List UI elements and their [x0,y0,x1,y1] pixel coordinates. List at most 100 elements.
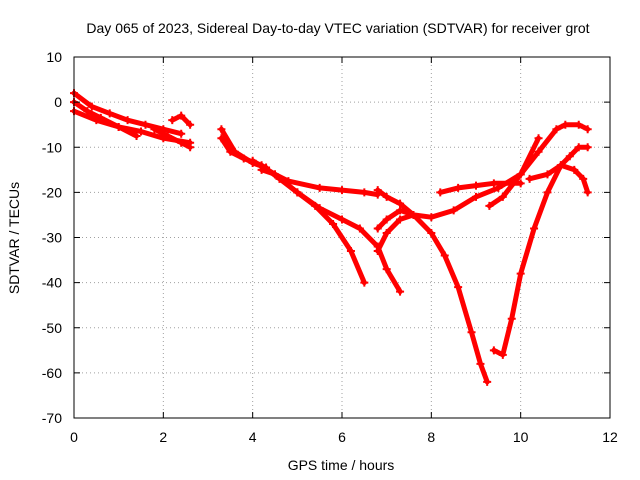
x-tick-label: 8 [427,429,435,445]
data-point [574,120,583,129]
data-point [315,183,324,192]
data-point [485,201,494,210]
data-point [440,251,449,260]
data-point [579,174,588,183]
data-point [516,269,525,278]
data-point [105,109,114,118]
data-point [543,170,552,179]
data-point [467,328,476,337]
data-point [409,210,418,219]
series-line [151,126,193,150]
data-point [382,265,391,274]
data-point [570,165,579,174]
series-arc-2 [70,89,186,138]
data-point [530,224,539,233]
data-point [382,192,391,201]
y-tick-label: 10 [46,49,62,65]
data-point [230,147,239,156]
series-line [527,162,591,195]
series-line [375,212,416,254]
data-point [382,215,391,224]
y-axis-label: SDTVAR / TECUs [6,182,22,294]
y-tick-label: -70 [42,410,62,426]
y-tick-label: -20 [42,184,62,200]
series-arc-5 [168,111,195,129]
data-point [373,224,382,233]
data-point [427,228,436,237]
data-point [114,122,123,131]
x-tick-label: 0 [70,429,78,445]
data-point [284,177,293,186]
data-point [382,228,391,237]
data-point [396,206,405,215]
y-tick-label: 0 [54,94,62,110]
series-arc-9 [257,165,382,199]
series-arc-14 [485,120,592,210]
data-point [92,116,101,125]
data-point [338,186,346,195]
data-point [163,131,172,140]
series-line [491,144,591,358]
data-point [483,377,492,386]
data-point [373,186,382,195]
data-point [525,174,534,183]
x-tick-label: 2 [159,429,167,445]
y-tick-label: -30 [42,230,62,246]
data-point [565,152,574,161]
series-layer [70,89,592,386]
data-point [516,170,525,179]
data-point [293,188,302,197]
data-point [476,359,485,368]
axis-ticks [73,56,611,419]
x-tick-label: 6 [338,429,346,445]
data-point [498,350,507,359]
y-tick-label: -60 [42,365,62,381]
data-point [516,179,525,188]
data-point [427,213,436,222]
data-point [396,199,405,208]
data-point [534,134,543,143]
series-arc-12 [373,210,418,256]
data-point [552,125,561,134]
series-arc-10 [373,186,492,386]
data-point [141,120,150,129]
data-point [489,179,498,188]
data-point [556,161,565,170]
data-point [177,129,186,138]
data-point [150,125,159,134]
data-point [396,287,405,296]
series-arc-16 [525,161,592,197]
data-point [87,102,96,111]
data-point [472,181,480,190]
data-point [248,156,257,165]
y-tick-label: -10 [42,139,62,155]
data-point [271,170,279,179]
x-tick-label: 12 [602,429,618,445]
data-point [498,192,507,201]
data-point [360,278,369,287]
data-point [217,125,226,134]
data-point [583,188,592,197]
data-point [177,138,186,147]
y-tick-labels: 10 0 -10 -20 -30 -40 -50 -60 -70 [42,49,62,426]
data-point [454,183,463,192]
data-point [315,204,324,213]
data-point [355,224,364,233]
data-point [186,143,195,152]
data-point [346,247,355,256]
data-point [177,111,186,120]
data-point [561,120,570,129]
data-point [329,219,338,228]
series-arc-4 [150,125,195,152]
data-point [132,131,141,140]
y-tick-label: -50 [42,320,62,336]
data-point [338,215,346,224]
data-point [396,215,405,224]
data-point [257,165,266,174]
y-tick-label: -40 [42,275,62,291]
chart-title: Day 065 of 2023, Sidereal Day-to-day VTE… [86,20,589,36]
data-point [186,120,195,129]
data-point [489,346,498,355]
data-point [83,107,92,116]
